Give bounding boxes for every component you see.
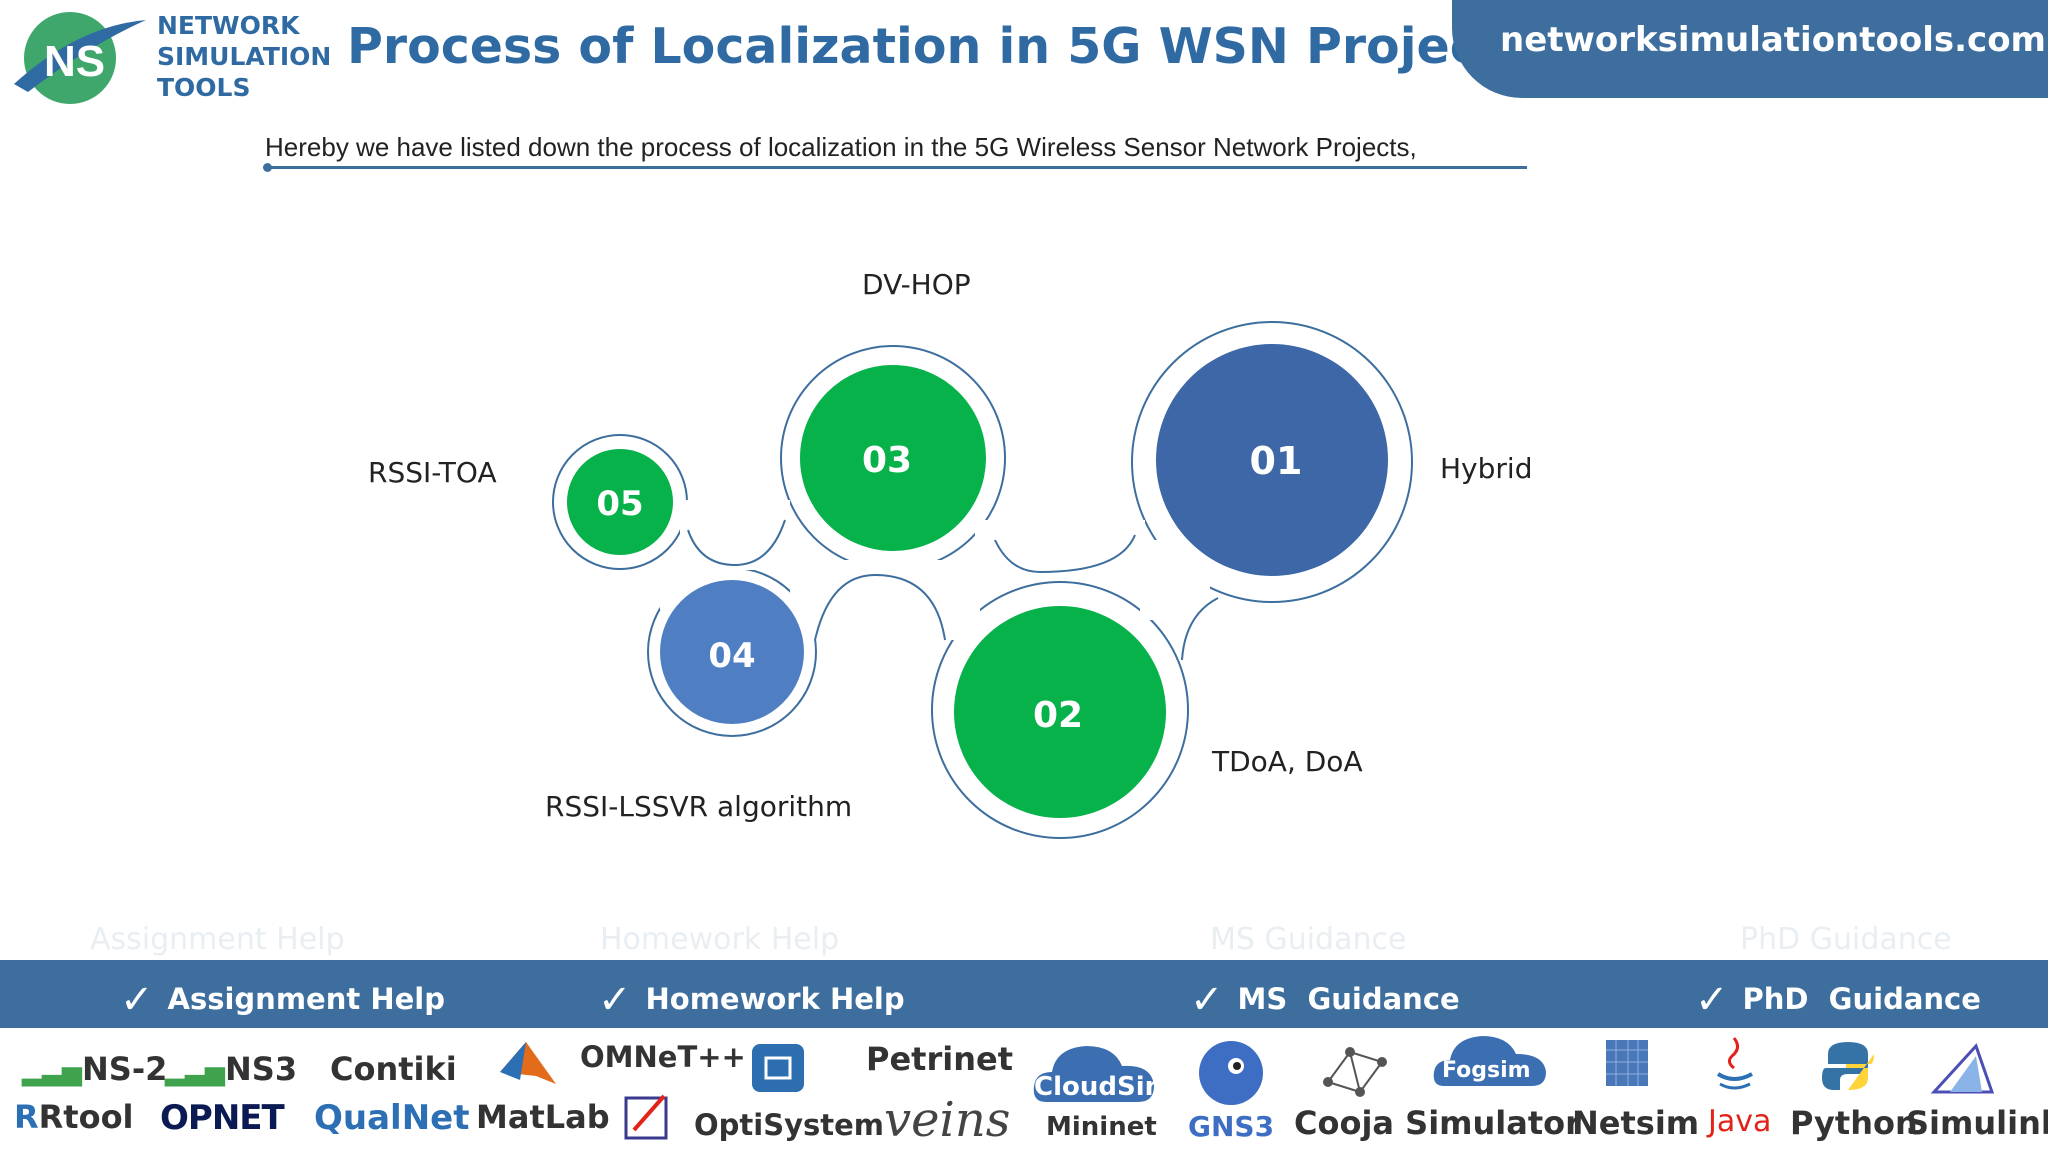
step-05-circle bbox=[567, 449, 673, 555]
service-label: PhD Guidance bbox=[1742, 982, 1981, 1016]
service-phd-guidance[interactable]: ✓ PhD Guidance bbox=[1695, 973, 1981, 1023]
tool-mininet: Mininet bbox=[1046, 1112, 1157, 1142]
tool-label: Rtool bbox=[38, 1098, 134, 1136]
check-icon: ✓ bbox=[120, 977, 154, 1023]
service-homework-help[interactable]: ✓ Homework Help bbox=[598, 973, 905, 1023]
tool-veins: veins bbox=[884, 1092, 1011, 1148]
step-01-number: 01 bbox=[1250, 439, 1303, 483]
step-05-label: RSSI-TOA bbox=[368, 456, 497, 489]
tools-strip: ▂▃▅NS-2 ▂▃▅NS3 Contiki OMNeT++ Petrinet … bbox=[0, 1028, 2048, 1152]
connector-curves bbox=[687, 519, 1219, 661]
python-icon bbox=[1822, 1042, 1874, 1090]
website-link[interactable]: networksimulationtools.com bbox=[1500, 20, 2046, 60]
tool-netsim: Netsim bbox=[1572, 1104, 1700, 1142]
signal-icon: ▂▃▅ bbox=[22, 1057, 82, 1087]
logo-line-1: NETWORK bbox=[157, 11, 300, 40]
cooja-network-icon bbox=[1323, 1047, 1387, 1097]
tool-ns3: ▂▃▅NS3 bbox=[165, 1050, 297, 1088]
java-cup-icon bbox=[1716, 1037, 1753, 1090]
logo-initials: NS bbox=[44, 37, 105, 86]
ghost-service-1: Assignment Help bbox=[90, 922, 345, 957]
tool-cloudsim: CloudSim bbox=[1034, 1072, 1172, 1102]
tool-opnet: OPNET bbox=[160, 1098, 285, 1138]
tool-pen-icon bbox=[624, 1094, 668, 1140]
tool-ns2: ▂▃▅NS-2 bbox=[22, 1050, 167, 1088]
simulink-icon bbox=[1930, 1043, 1995, 1094]
ghost-services-row: Assignment Help Homework Help MS Guidanc… bbox=[0, 918, 2048, 962]
logo-line-2: SIMULATION bbox=[157, 42, 332, 71]
step-01-circle bbox=[1156, 344, 1388, 576]
tool-qualnet: QualNet bbox=[314, 1098, 470, 1138]
tool-omnet: OMNeT++ bbox=[580, 1040, 746, 1074]
services-bar: ✓ Assignment Help ✓ Homework Help ✓ MS Guid… bbox=[0, 960, 2048, 1028]
check-icon: ✓ bbox=[1695, 977, 1729, 1023]
ghost-service-3: MS Guidance bbox=[1210, 922, 1407, 957]
tool-gns3: GNS3 bbox=[1188, 1110, 1275, 1143]
netsim-icon bbox=[1606, 1040, 1648, 1086]
matlab-icon bbox=[500, 1042, 556, 1084]
tool-fogsim: Fogsim bbox=[1442, 1058, 1531, 1083]
intro-text: Hereby we have listed down the process o… bbox=[265, 132, 1417, 162]
tool-rtool: RRtool bbox=[14, 1098, 134, 1136]
step-03-circle bbox=[800, 365, 986, 551]
step-04-number: 04 bbox=[708, 636, 755, 676]
tool-label: NS3 bbox=[225, 1050, 298, 1088]
check-icon: ✓ bbox=[598, 977, 632, 1023]
check-icon: ✓ bbox=[1190, 977, 1224, 1023]
step-01-label: Hybrid bbox=[1440, 452, 1533, 485]
tool-optisystem: OptiSystem bbox=[694, 1108, 885, 1142]
process-flow-diagram: 05 04 03 02 01 bbox=[552, 321, 1413, 839]
step-04-circle bbox=[660, 580, 804, 724]
tool-matlab: MatLab bbox=[476, 1098, 610, 1136]
intro-underline bbox=[265, 166, 1527, 169]
step-02-number: 02 bbox=[1033, 695, 1083, 736]
optisystem-icon bbox=[752, 1044, 804, 1092]
step-03-number: 03 bbox=[862, 440, 912, 481]
step-02-circle bbox=[954, 606, 1166, 818]
tool-cooja-simulator: Cooja Simulator bbox=[1294, 1104, 1581, 1142]
page-title: Process of Localization in 5G WSN Projec… bbox=[347, 18, 1532, 75]
tool-java: Java bbox=[1708, 1104, 1772, 1139]
step-04-label: RSSI-LSSVR algorithm bbox=[545, 790, 853, 823]
logo-line-3: TOOLS bbox=[157, 73, 251, 102]
ghost-service-2: Homework Help bbox=[600, 922, 840, 957]
service-label: MS Guidance bbox=[1237, 982, 1460, 1016]
r-icon: R bbox=[14, 1098, 39, 1136]
tool-simulink: Simulink bbox=[1906, 1104, 2048, 1142]
tool-label: NS-2 bbox=[82, 1050, 168, 1088]
signal-icon: ▂▃▅ bbox=[165, 1057, 225, 1087]
step-05-number: 05 bbox=[596, 484, 643, 524]
logo-wordmark: NETWORK SIMULATION TOOLS bbox=[157, 10, 331, 103]
website-tab[interactable] bbox=[1452, 0, 2048, 98]
service-assignment-help[interactable]: ✓ Assignment Help bbox=[120, 973, 445, 1023]
step-03-label: DV-HOP bbox=[862, 268, 971, 301]
gns3-chameleon-icon bbox=[1199, 1041, 1263, 1105]
cloudsim-cloud-icon bbox=[1033, 1046, 1154, 1102]
service-ms-guidance[interactable]: ✓ MS Guidance bbox=[1190, 973, 1460, 1023]
ghost-service-4: PhD Guidance bbox=[1740, 922, 1952, 957]
tool-contiki: Contiki bbox=[330, 1050, 457, 1088]
tool-python: Python bbox=[1790, 1104, 1918, 1142]
fogsim-cloud-icon bbox=[1433, 1036, 1546, 1086]
service-label: Homework Help bbox=[645, 982, 905, 1016]
step-02-label: TDoA, DoA bbox=[1212, 745, 1363, 778]
service-label: Assignment Help bbox=[167, 982, 445, 1016]
intro-underline-dot bbox=[263, 163, 272, 172]
logo-icon: NS bbox=[14, 12, 146, 104]
tool-petrinet: Petrinet bbox=[866, 1040, 1013, 1078]
